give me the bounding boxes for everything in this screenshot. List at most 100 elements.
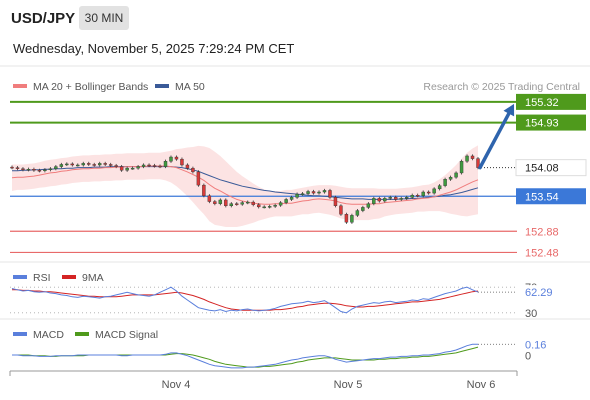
candle-body-71 [399, 198, 403, 200]
candle-body-54 [306, 191, 310, 194]
macd-current-value-box [521, 337, 555, 352]
legend-macd-label: MACD [33, 329, 64, 341]
level-label-4: 152.48 [525, 247, 559, 259]
candle-body-50 [284, 199, 288, 203]
candle-body-64 [361, 207, 365, 211]
candles-layer [10, 154, 480, 224]
legend-rsi-label: RSI [33, 272, 51, 284]
macd-tick-label-0: 0 [525, 351, 531, 363]
candle-body-63 [355, 210, 360, 216]
candle-body-32 [185, 164, 190, 169]
candle-body-42 [240, 202, 244, 205]
candle-body-4 [32, 169, 36, 171]
candle-body-31 [180, 158, 184, 166]
legend-macd-signal-label: MACD Signal [95, 329, 158, 341]
candle-body-21 [125, 167, 129, 171]
candle-body-2 [21, 168, 25, 170]
level-label-0: 155.32 [525, 97, 559, 109]
candle-body-84 [470, 155, 475, 159]
candle-body-45 [256, 204, 261, 208]
candle-body-62 [350, 215, 354, 223]
rsi-current-value-box [521, 285, 557, 300]
candle-body-66 [372, 198, 376, 204]
macd-layer: 00.16 [12, 337, 555, 369]
candle-body-78 [437, 185, 442, 190]
candle-body-40 [229, 203, 234, 207]
candle-body-1 [15, 167, 20, 169]
candle-body-58 [328, 190, 332, 198]
candle-body-70 [394, 197, 398, 200]
candle-body-35 [202, 184, 206, 196]
candle-body-20 [119, 166, 124, 171]
price-levels-layer [10, 100, 517, 254]
macd-line [12, 343, 478, 369]
timeframe-button[interactable]: 30 MIN [79, 6, 129, 30]
candle-body-67 [377, 198, 382, 202]
candle-body-57 [322, 190, 327, 193]
candle-body-55 [311, 191, 316, 194]
rsi-current-value: 62.29 [525, 287, 553, 299]
candle-body-13 [81, 163, 85, 166]
candle-body-26 [152, 165, 157, 167]
candle-body-3 [26, 169, 31, 171]
x-label-nov-5: Nov 5 [334, 379, 363, 391]
candle-body-77 [432, 188, 436, 194]
candle-body-46 [262, 206, 266, 209]
level-label-box-2 [516, 188, 586, 205]
candle-body-27 [158, 165, 162, 168]
candle-body-6 [43, 169, 47, 172]
candle-body-82 [459, 161, 464, 174]
candle-body-56 [317, 191, 321, 194]
macd-current-value: 0.16 [525, 339, 546, 351]
candle-body-37 [213, 201, 217, 204]
legend-rsi-ma-label: 9MA [82, 272, 104, 284]
candle-body-79 [443, 179, 447, 186]
chart-datetime: Wednesday, November 5, 2025 7:29:24 PM C… [13, 41, 295, 56]
candle-body-7 [48, 168, 53, 170]
candle-body-14 [87, 163, 91, 165]
candle-body-83 [465, 155, 469, 162]
candle-body-30 [174, 156, 179, 160]
credit-text: Research © 2025 Trading Central [423, 81, 580, 93]
candle-body-48 [273, 205, 277, 207]
candle-body-39 [224, 199, 228, 207]
candle-body-53 [300, 193, 305, 195]
legend-ma20-swatch [13, 84, 27, 88]
candle-body-22 [130, 167, 135, 170]
candle-body-5 [37, 170, 42, 172]
candle-body-81 [454, 172, 458, 178]
legend-ma50-label: MA 50 [175, 81, 205, 93]
legend-macd-signal-swatch [75, 332, 89, 336]
candle-body-34 [196, 171, 201, 186]
candle-body-61 [344, 214, 349, 223]
level-label-1: 154.93 [525, 118, 559, 130]
level-labels-layer: 155.32 154.93 153.54 152.88 152.48 154.08 [478, 93, 587, 259]
candle-body-8 [54, 166, 58, 169]
candle-body-76 [426, 191, 431, 194]
candle-body-12 [76, 164, 80, 167]
legend-ma20-label: MA 20 + Bollinger Bands [33, 81, 148, 93]
x-label-nov-6: Nov 6 [467, 379, 496, 391]
rsi-line [11, 286, 479, 314]
candle-body-41 [235, 203, 239, 205]
rsi-tick-label-30: 30 [525, 308, 537, 320]
legend-macd-swatch [13, 332, 27, 336]
candle-body-0 [10, 166, 14, 169]
candle-body-52 [295, 193, 299, 198]
candle-body-85 [476, 158, 480, 168]
rsi-layer: 703062.29 [10, 282, 557, 320]
macd-signal-line [12, 346, 479, 368]
candle-body-60 [339, 205, 343, 215]
candle-body-80 [448, 176, 453, 180]
candle-body-15 [92, 164, 96, 166]
candle-body-47 [267, 206, 272, 208]
candle-body-68 [383, 198, 387, 202]
candle-body-18 [108, 164, 113, 166]
x-label-nov-4: Nov 4 [162, 379, 191, 391]
legend-rsi-swatch [13, 275, 27, 279]
forecast-arrow-head [503, 103, 515, 117]
candle-body-43 [246, 201, 250, 204]
candle-body-36 [207, 195, 212, 202]
candle-body-23 [136, 166, 140, 169]
candle-body-75 [421, 191, 425, 196]
